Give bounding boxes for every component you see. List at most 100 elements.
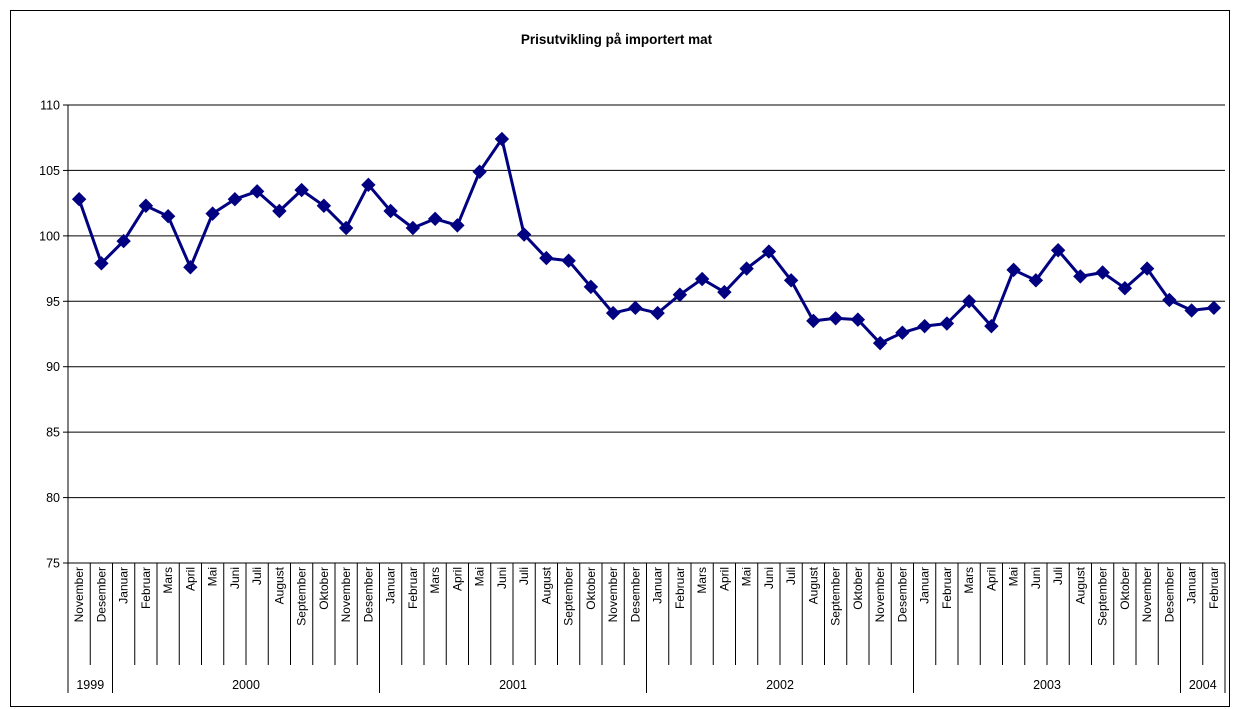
- data-point: [294, 182, 309, 198]
- chart-frame: [10, 10, 1230, 707]
- x-tick-label: Desember: [628, 567, 642, 622]
- data-point: [694, 271, 710, 287]
- data-point: [1095, 265, 1110, 280]
- data-point: [227, 192, 243, 207]
- x-tick-label: Mars: [428, 567, 442, 594]
- x-tick-label: August: [1073, 566, 1087, 604]
- x-tick-label: September: [1096, 567, 1110, 626]
- x-tick-label: Juni: [762, 567, 776, 589]
- data-point: [205, 206, 220, 221]
- x-tick-label: Mars: [695, 567, 709, 594]
- x-tick-label: Januar: [117, 567, 131, 604]
- x-tick-label: April: [984, 567, 998, 591]
- y-tick-label: 75: [46, 557, 60, 571]
- y-tick-label: 95: [46, 295, 60, 309]
- x-tick-label: Mai: [1007, 567, 1021, 586]
- x-tick-label: September: [562, 567, 576, 626]
- x-tick-label: Desember: [1162, 567, 1176, 622]
- x-tick-label: November: [1140, 567, 1154, 622]
- x-tick-label: Oktober: [584, 567, 598, 610]
- x-tick-label: Januar: [384, 567, 398, 604]
- data-point: [739, 261, 754, 276]
- data-point: [183, 260, 198, 275]
- x-tick-label: November: [339, 567, 353, 622]
- data-point: [961, 294, 977, 309]
- x-tick-label: Februar: [406, 567, 420, 609]
- x-tick-label: Juni: [1029, 567, 1043, 589]
- data-point: [383, 203, 398, 219]
- y-tick-label: 85: [46, 426, 60, 440]
- chart-title: Prisutvikling på importert mat: [520, 32, 713, 47]
- x-tick-label: Juli: [250, 567, 264, 585]
- year-label: 2004: [1189, 678, 1217, 692]
- data-point: [1006, 262, 1021, 278]
- x-tick-label: Mars: [962, 567, 976, 594]
- x-tick-label: April: [450, 567, 464, 591]
- data-point: [494, 131, 510, 147]
- x-tick-label: September: [295, 567, 309, 626]
- x-tick-label: Juli: [517, 567, 531, 585]
- data-point: [516, 227, 532, 242]
- x-tick-label: April: [183, 567, 197, 591]
- x-tick-label: Juni: [495, 567, 509, 589]
- x-tick-label: Januar: [1185, 567, 1199, 604]
- data-point: [71, 192, 87, 207]
- data-point: [984, 318, 999, 334]
- x-tick-label: Februar: [139, 567, 153, 609]
- data-point: [761, 244, 777, 259]
- data-point: [895, 325, 910, 340]
- data-point: [405, 220, 421, 236]
- data-point: [138, 198, 154, 213]
- data-point: [828, 311, 843, 326]
- x-tick-label: Oktober: [851, 567, 865, 610]
- x-tick-label: Mai: [473, 567, 487, 586]
- data-point: [717, 284, 732, 300]
- x-tick-label: Mars: [161, 567, 175, 594]
- data-point: [1139, 261, 1155, 276]
- data-point: [650, 305, 665, 321]
- data-point: [472, 164, 487, 179]
- data-point: [1073, 269, 1088, 284]
- data-point: [249, 184, 265, 199]
- data-point: [672, 287, 688, 302]
- x-tick-label: Oktober: [317, 567, 331, 610]
- data-point: [160, 209, 176, 224]
- data-point: [783, 273, 799, 288]
- data-point: [917, 318, 932, 334]
- data-point: [605, 305, 621, 321]
- x-tick-label: Desember: [361, 567, 375, 622]
- data-point: [361, 177, 376, 193]
- x-tick-label: Mai: [206, 567, 220, 586]
- data-point: [939, 316, 955, 331]
- x-tick-label: November: [72, 567, 86, 622]
- series-line: [77, 137, 1215, 345]
- x-tick-label: November: [873, 567, 887, 622]
- x-tick-label: November: [606, 567, 620, 622]
- x-tick-label: Juli: [784, 567, 798, 585]
- x-tick-label: April: [717, 567, 731, 591]
- data-point: [94, 256, 109, 271]
- x-tick-label: Juli: [1051, 567, 1065, 585]
- y-tick-label: 90: [46, 360, 60, 374]
- data-point: [806, 313, 821, 329]
- data-point: [1206, 300, 1222, 316]
- x-tick-label: Desember: [895, 567, 909, 622]
- x-tick-label: Februar: [1207, 567, 1221, 609]
- year-label: 1999: [76, 678, 104, 692]
- x-tick-label: Oktober: [1118, 567, 1132, 610]
- x-tick-label: August: [806, 566, 820, 604]
- data-point: [272, 203, 287, 219]
- data-point: [427, 211, 443, 227]
- data-point: [450, 218, 465, 233]
- data-point: [850, 312, 866, 327]
- data-point: [1028, 273, 1044, 288]
- x-tick-label: September: [829, 567, 843, 626]
- x-tick-label: Januar: [918, 567, 932, 604]
- x-tick-label: August: [272, 566, 286, 604]
- y-tick-label: 100: [39, 229, 60, 243]
- x-tick-label: Juni: [228, 567, 242, 589]
- year-label: 2003: [1033, 678, 1061, 692]
- x-tick-label: Mai: [740, 567, 754, 586]
